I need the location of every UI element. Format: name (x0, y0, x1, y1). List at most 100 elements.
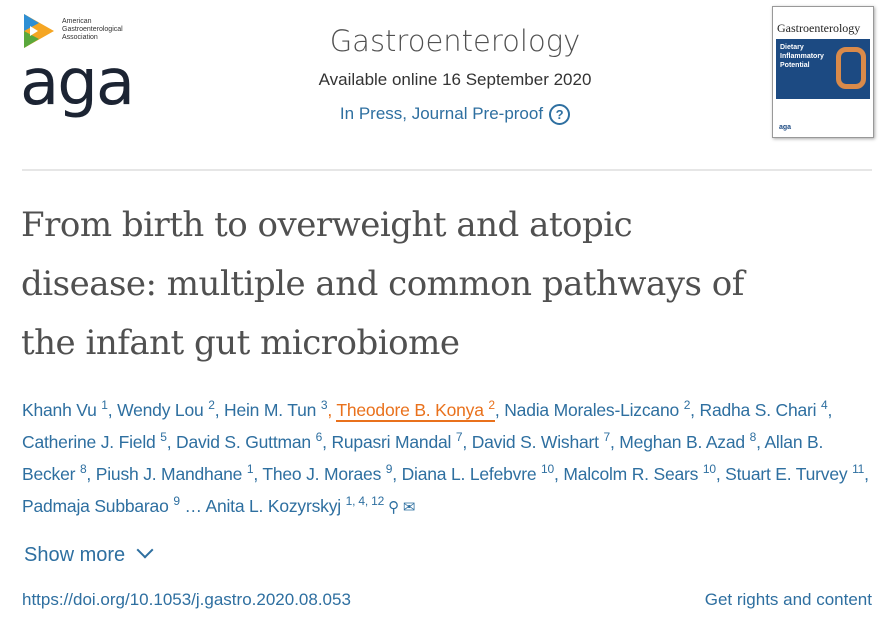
author-name: Rupasri Mandal (331, 432, 452, 452)
author-link[interactable]: Diana L. Lefebvre 10 (401, 462, 555, 484)
affiliation-sup: 1, 4, 12 (345, 494, 385, 508)
author-name: Meghan B. Azad (619, 432, 745, 452)
author-link[interactable]: Anita L. Kozyrskyj 1, 4, 12 (205, 494, 385, 516)
author-name: Diana L. Lefebvre (401, 464, 537, 484)
author-name: Malcolm R. Sears (563, 464, 699, 484)
affiliation-sup: 9 (173, 494, 180, 508)
author-name: David S. Guttman (176, 432, 311, 452)
author-link[interactable]: Wendy Lou 2 (117, 398, 215, 420)
separator: , (253, 464, 263, 484)
doi-link[interactable]: https://doi.org/10.1053/j.gastro.2020.08… (22, 590, 351, 609)
separator: , (392, 464, 402, 484)
author-link[interactable]: Malcolm R. Sears 10 (563, 462, 716, 484)
author-link[interactable]: Nadia Morales-Lizcano 2 (504, 398, 691, 420)
author-link[interactable]: Khanh Vu 1 (22, 398, 108, 420)
author-link[interactable]: David S. Wishart 7 (471, 430, 610, 452)
separator: , (322, 432, 332, 452)
affiliation-sup: 2 (683, 398, 691, 412)
author-name: Catherine J. Field (22, 432, 156, 452)
separator: , (864, 464, 869, 484)
affiliation-sup: 10 (702, 462, 716, 476)
colon-illustration-icon (836, 47, 866, 89)
aga-logo-wordmark: aga (20, 46, 135, 120)
author-link[interactable]: Theo J. Moraes 9 (262, 462, 393, 484)
available-date: Available online 16 September 2020 (318, 70, 592, 89)
show-more-button[interactable]: Show more (24, 541, 154, 568)
author-name: Khanh Vu (22, 400, 97, 420)
divider (22, 169, 872, 171)
author-name: Radha S. Chari (699, 400, 817, 420)
author-link[interactable]: Theodore B. Konya 2 (336, 399, 495, 422)
article-meta: Khanh Vu 1, Wendy Lou 2, Hein M. Tun 3, … (22, 394, 872, 610)
email-icon[interactable]: ✉ (402, 499, 416, 516)
author-name: Padmaja Subbarao (22, 496, 169, 516)
author-name: David S. Wishart (471, 432, 599, 452)
author-name: Nadia Morales-Lizcano (504, 400, 680, 420)
separator: , (715, 464, 726, 484)
author-name: Piush J. Mandhane (95, 464, 243, 484)
affiliation-sup: 6 (315, 430, 323, 444)
cover-headline: Dietary Inflammatory Potential (780, 44, 824, 69)
journal-name[interactable]: Gastroenterology (329, 24, 581, 58)
separator: , (494, 400, 505, 420)
author-link[interactable]: Allan B. Becker 8 (22, 432, 823, 484)
article-title: From birth to overweight and atopic disea… (21, 196, 881, 373)
affiliation-sup: 9 (385, 462, 393, 476)
affiliation-sup: 1 (246, 462, 254, 476)
question-circle-icon[interactable]: ? (549, 104, 571, 125)
affiliation-sup: 7 (455, 430, 463, 444)
author-name: Theodore B. Konya (336, 400, 484, 420)
link-row: https://doi.org/10.1053/j.gastro.2020.08… (22, 590, 872, 610)
cover-band: Dietary Inflammatory Potential (776, 39, 870, 99)
author-link[interactable]: Rupasri Mandal 7 (331, 430, 463, 452)
cover-footer: aga (779, 124, 792, 131)
separator: , (553, 464, 564, 484)
person-icon[interactable]: ⚲ (388, 499, 399, 516)
rights-link[interactable]: Get rights and content (704, 590, 872, 609)
affiliation-sup: 4 (821, 398, 828, 412)
author-name: Stuart E. Turvey (725, 464, 848, 484)
author-name: Anita L. Kozyrskyj (205, 496, 341, 516)
affiliation-sup: 11 (852, 462, 865, 476)
separator: , (609, 432, 620, 452)
affiliation-sup: 3 (320, 398, 328, 412)
author-link[interactable]: Radha S. Chari 4 (699, 398, 828, 420)
affiliation-sup: 7 (603, 430, 610, 444)
separator: , (462, 432, 472, 452)
affiliation-sup: 10 (541, 462, 554, 476)
author-link[interactable]: Padmaja Subbarao 9 (22, 494, 180, 516)
title-line: From birth to overweight and atopic (21, 205, 633, 245)
affiliation-sup: 1 (101, 398, 108, 412)
author-link[interactable]: Piush J. Mandhane 1 (95, 462, 254, 484)
author-name: Theo J. Moraes (262, 464, 382, 484)
affiliation-sup: 5 (160, 430, 167, 444)
author-name: Allan B. Becker (22, 432, 824, 484)
author-name: Hein M. Tun (224, 400, 317, 420)
author-link[interactable]: Hein M. Tun 3 (224, 398, 328, 420)
affiliation-sup: 2 (208, 398, 215, 412)
separator: , (107, 400, 118, 420)
author-name: Wendy Lou (117, 400, 204, 420)
author-list: Khanh Vu 1, Wendy Lou 2, Hein M. Tun 3, … (22, 394, 872, 524)
separator: , (756, 432, 765, 452)
in-press-link[interactable]: In Press, Journal Pre-proof? (250, 104, 660, 125)
chevron-down-icon (136, 541, 154, 559)
show-more-label: Show more (24, 544, 126, 566)
affiliation-sup: 8 (79, 462, 87, 476)
author-link[interactable]: David S. Guttman 6 (176, 430, 323, 452)
aga-logo[interactable]: American Gastroenterological Association… (20, 14, 152, 124)
separator: , (327, 400, 337, 420)
author-link[interactable]: Meghan B. Azad 8 (619, 430, 757, 452)
cover-title: Gastroenterology (777, 21, 861, 35)
in-press-label: In Press, Journal Pre-proof (339, 104, 544, 123)
separator: , (166, 432, 177, 452)
author-link[interactable]: Catherine J. Field 5 (22, 430, 167, 452)
author-link[interactable]: Stuart E. Turvey 11 (725, 462, 865, 484)
journal-header: Gastroenterology Available online 16 Sep… (250, 24, 660, 125)
title-line: the infant gut microbiome (21, 323, 460, 363)
journal-cover[interactable]: Gastroenterology Dietary Inflammatory Po… (772, 6, 874, 138)
title-line: disease: multiple and common pathways of (21, 264, 744, 304)
separator: , (690, 400, 700, 420)
separator: , (86, 464, 96, 484)
affiliation-sup: 8 (749, 430, 757, 444)
